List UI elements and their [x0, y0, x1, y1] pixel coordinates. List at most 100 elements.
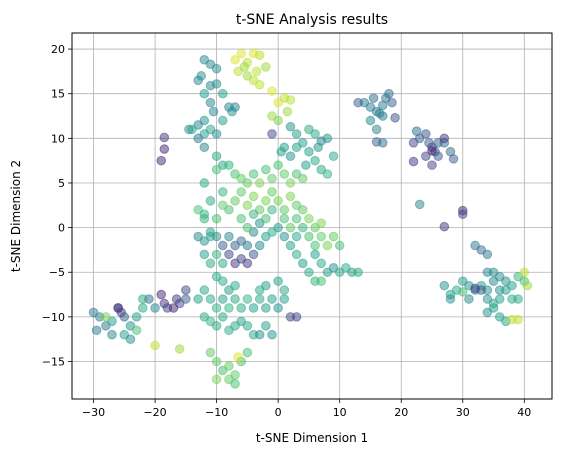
scatter-point [227, 106, 237, 117]
scatter-point [150, 340, 160, 351]
scatter-point [387, 97, 397, 108]
scatter-point [171, 294, 182, 304]
scatter-point [254, 294, 265, 304]
scatter-point [230, 54, 240, 65]
y-tick-label: 20 [51, 43, 65, 56]
scatter-point [248, 191, 259, 202]
scatter-point [217, 294, 228, 304]
scatter-point [211, 164, 222, 175]
scatter-point [242, 178, 253, 188]
scatter-point [482, 294, 493, 304]
scatter-point [273, 160, 283, 170]
scatter-point [119, 312, 130, 322]
scatter-point [199, 142, 210, 153]
scatter-point [224, 249, 234, 260]
scatter-point [439, 221, 450, 232]
scatter-point [181, 294, 191, 304]
scatter-point [230, 196, 240, 206]
scatter-point [273, 222, 283, 233]
scatter-point [254, 329, 265, 340]
scatter-point [159, 144, 170, 154]
scatter-point [445, 294, 456, 304]
scatter-point [291, 249, 302, 260]
scatter-point [273, 303, 283, 313]
scatter-point [353, 97, 363, 108]
scatter-point [205, 347, 216, 358]
y-tick-label: 15 [51, 88, 65, 101]
scatter-point [291, 129, 302, 139]
scatter-point [482, 307, 493, 318]
x-tick-label: 30 [456, 406, 470, 419]
scatter-point [267, 86, 277, 96]
scatter-point [310, 155, 320, 166]
scatter-point [322, 133, 333, 144]
x-tick-label: −30 [82, 406, 105, 419]
scatter-point [267, 187, 277, 197]
scatter-point [279, 142, 290, 153]
scatter-point [242, 321, 253, 331]
scatter-point [211, 79, 222, 89]
scatter-point [464, 294, 474, 304]
scatter-point [156, 289, 167, 300]
scatter-point [522, 280, 533, 291]
scatter-point [322, 240, 333, 251]
scatter-point [285, 151, 296, 161]
scatter-point [107, 329, 117, 340]
scatter-point [291, 312, 302, 322]
scatter-point [217, 240, 228, 251]
scatter-point [267, 294, 277, 304]
scatter-point [230, 280, 240, 291]
scatter-point [236, 48, 247, 59]
scatter-point [211, 374, 222, 385]
points-layer [88, 48, 533, 389]
scatter-point [254, 178, 265, 188]
scatter-point [224, 231, 234, 242]
scatter-point [427, 160, 437, 170]
scatter-point [205, 294, 216, 304]
scatter-point [310, 129, 320, 139]
scatter-point [310, 249, 320, 260]
scatter-point [251, 66, 262, 77]
scatter-point [248, 169, 259, 179]
scatter-point [181, 285, 191, 295]
scatter-point [261, 303, 271, 313]
scatter-point [279, 169, 290, 179]
scatter-point [291, 213, 302, 224]
scatter-point [242, 347, 253, 358]
scatter-point [261, 213, 271, 224]
scatter-point [254, 240, 265, 251]
scatter-point [211, 249, 222, 260]
scatter-point [457, 209, 468, 220]
y-axis-label: t-SNE Dimension 2 [9, 160, 23, 272]
scatter-point [439, 133, 450, 144]
scatter-point [211, 129, 222, 139]
scatter-point [217, 88, 228, 99]
scatter-point [125, 334, 136, 344]
scatter-point [377, 138, 388, 148]
scatter-point [230, 294, 240, 304]
scatter-point [285, 95, 296, 105]
scatter-point [334, 240, 345, 251]
scatter-point [261, 196, 271, 206]
scatter-point [205, 97, 216, 108]
scatter-point [279, 213, 290, 224]
scatter-point [261, 62, 271, 72]
y-tick-label: −10 [42, 311, 65, 324]
x-axis-label: t-SNE Dimension 1 [256, 431, 368, 445]
scatter-point [233, 352, 243, 362]
scatter-point [297, 222, 308, 233]
scatter-point [291, 231, 302, 242]
scatter-point [482, 249, 493, 260]
scatter-point [205, 231, 216, 242]
scatter-point [159, 132, 170, 143]
scatter-point [285, 191, 296, 202]
scatter-point [131, 312, 142, 322]
scatter-point [304, 146, 314, 157]
scatter-point [421, 129, 431, 139]
scatter-point [230, 379, 240, 389]
scatter-point [224, 303, 234, 313]
scatter-point [211, 63, 222, 74]
scatter-point [414, 199, 425, 210]
scatter-point [301, 160, 311, 170]
scatter-point [316, 231, 327, 242]
